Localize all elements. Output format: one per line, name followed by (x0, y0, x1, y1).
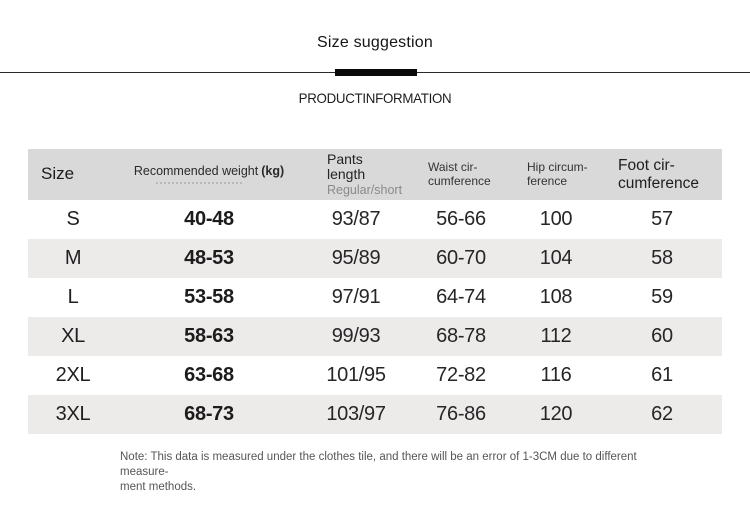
pants-header-line2: length (327, 166, 366, 183)
cell-foot: 60 (651, 325, 673, 347)
column-header-size: Size (41, 164, 75, 184)
cell-size: S (66, 208, 80, 230)
table-header-row: Size Recommended weight (kg) Pants length… (28, 149, 722, 200)
table-row-2xl: 2XL 63-68 101/95 72-82 116 61 (28, 356, 722, 395)
note-line1: Note: This data is measured under the cl… (120, 451, 637, 478)
foot-header-line1: Foot cir- (618, 157, 675, 175)
cell-foot: 57 (651, 208, 673, 230)
note-line2: ment methods. (120, 480, 197, 493)
cell-hip: 104 (539, 247, 573, 269)
cell-foot: 59 (651, 286, 673, 308)
cell-pants-length: 103/97 (326, 403, 386, 425)
cell-pants-length: 95/89 (331, 247, 381, 269)
cell-weight: 58-63 (184, 325, 234, 347)
cell-size: 2XL (55, 364, 91, 386)
table-row-xl: XL 58-63 99/93 68-78 112 60 (28, 317, 722, 356)
foot-header-line2: cumference (618, 174, 699, 192)
cell-waist: 72-82 (436, 364, 486, 386)
column-header-recommended-weight: Recommended weight (kg) (118, 163, 300, 185)
table-row-m: M 48-53 95/89 60-70 104 58 (28, 239, 722, 278)
cell-weight: 63-68 (184, 364, 234, 386)
cell-pants-length: 101/95 (326, 364, 386, 386)
measurement-note: Note: This data is measured under the cl… (120, 450, 660, 495)
cell-hip: 108 (539, 286, 573, 308)
column-header-hip-circumference: Hip circum- ference (510, 160, 602, 188)
table-row-s: S 40-48 93/87 56-66 100 57 (28, 200, 722, 239)
pants-header-line1: Pants (327, 150, 363, 167)
cell-pants-length: 99/93 (331, 325, 381, 347)
waist-header-line2: cumference (428, 173, 491, 188)
pants-header-subtext: Regular/short (327, 182, 403, 197)
cell-foot: 58 (651, 247, 673, 269)
cell-foot: 61 (651, 364, 673, 386)
cell-foot: 62 (651, 403, 673, 425)
column-header-waist-circumference: Waist cir- cumference (412, 160, 510, 188)
hip-header-line2: ference (527, 173, 568, 188)
cell-waist: 76-86 (436, 403, 486, 425)
cell-pants-length: 97/91 (331, 286, 381, 308)
cell-weight: 68-73 (184, 403, 234, 425)
cell-hip: 120 (539, 403, 573, 425)
column-header-foot-circumference: Foot cir- cumference (602, 157, 722, 191)
hip-header-line1: Hip circum- (527, 160, 588, 175)
cell-weight: 40-48 (184, 208, 234, 230)
cell-pants-length: 93/87 (331, 208, 381, 230)
cell-hip: 100 (539, 208, 573, 230)
cell-waist: 56-66 (436, 208, 486, 230)
cell-size: XL (61, 325, 85, 347)
weight-header-label: Recommended weight (133, 163, 259, 178)
cell-size: M (64, 247, 82, 269)
size-table: Size Recommended weight (kg) Pants length… (28, 149, 722, 434)
table-row-3xl: 3XL 68-73 103/97 76-86 120 62 (28, 395, 722, 434)
erased-text-artifact (156, 182, 242, 185)
column-header-pants-length: Pants length Regular/short (300, 150, 412, 198)
weight-header-unit: (kg) (261, 163, 285, 178)
cell-weight: 53-58 (184, 286, 234, 308)
section-title: PRODUCTINFORMATION (298, 90, 452, 106)
waist-header-line1: Waist cir- (428, 160, 478, 175)
cell-weight: 48-53 (184, 247, 234, 269)
cell-waist: 64-74 (436, 286, 486, 308)
page-title: Size suggestion (317, 34, 433, 51)
table-row-l: L 53-58 97/91 64-74 108 59 (28, 278, 722, 317)
cell-waist: 68-78 (436, 325, 486, 347)
cell-hip: 116 (540, 364, 572, 386)
cell-size: L (67, 286, 79, 308)
cell-hip: 112 (540, 325, 572, 347)
divider-accent-bar (335, 69, 417, 76)
cell-waist: 60-70 (436, 247, 486, 269)
cell-size: 3XL (55, 403, 91, 425)
